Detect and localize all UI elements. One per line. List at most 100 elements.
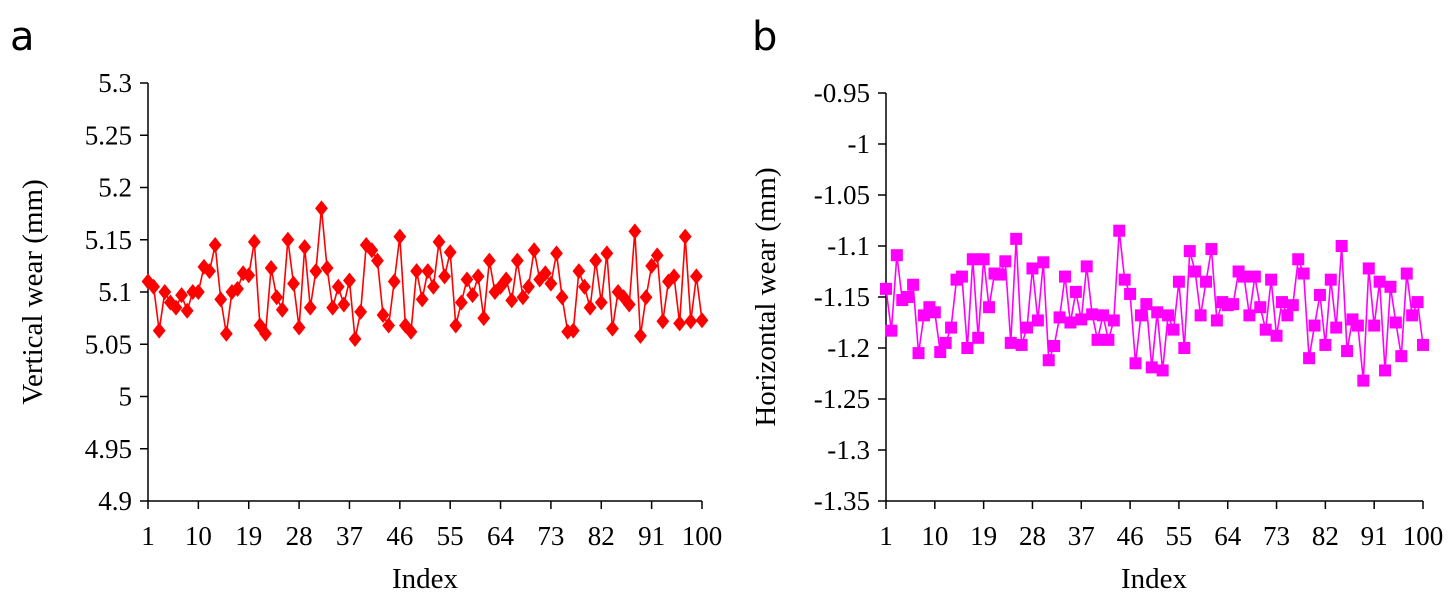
data-point — [1319, 338, 1332, 351]
data-point — [180, 302, 194, 319]
data-point — [1026, 262, 1039, 275]
data-point — [287, 275, 300, 292]
x-tick-label: 55 — [1165, 521, 1192, 551]
data-point — [939, 336, 952, 349]
y-tick-label: 5.1 — [98, 277, 132, 307]
data-point — [1107, 314, 1120, 327]
data-point — [382, 317, 396, 334]
data-point — [1124, 287, 1137, 300]
data-point — [1238, 270, 1250, 283]
data-point — [343, 272, 356, 289]
y-tick-label: -1.05 — [814, 180, 870, 210]
data-point — [471, 268, 485, 285]
data-point — [348, 331, 362, 348]
data-point — [376, 306, 390, 323]
y-tick-label: -0.95 — [814, 78, 870, 108]
data-point — [527, 242, 541, 259]
data-point — [1362, 262, 1375, 275]
data-point — [1086, 308, 1099, 321]
data-point — [1162, 309, 1175, 322]
data-point — [628, 223, 642, 240]
y-tick-label: -1.1 — [827, 231, 870, 261]
data-point — [1275, 296, 1288, 309]
x-tick-label: 91 — [1361, 521, 1388, 551]
data-point — [421, 263, 435, 280]
data-point — [1324, 273, 1337, 286]
x-tick-label: 82 — [1312, 521, 1339, 551]
data-point — [1080, 260, 1093, 273]
data-point — [583, 299, 597, 316]
data-point — [1151, 306, 1164, 319]
x-axis-title: Index — [1121, 563, 1188, 595]
data-point — [1357, 374, 1370, 387]
x-tick-label: 19 — [970, 521, 997, 551]
data-point — [303, 299, 317, 316]
x-ticks: 1 10 19 28 37 46 55 64 73 82 91 100 — [141, 501, 722, 551]
data-point — [1406, 309, 1419, 322]
data-point — [1330, 321, 1343, 334]
x-axis-title: Index — [392, 563, 459, 595]
data-point — [387, 273, 401, 290]
data-point — [1145, 361, 1158, 374]
data-point — [1417, 338, 1429, 351]
data-point — [331, 278, 345, 295]
x-tick-label: 64 — [487, 521, 515, 551]
data-point — [555, 289, 569, 306]
data-point — [426, 278, 440, 295]
x-tick-label: 1 — [141, 521, 155, 551]
data-point — [225, 284, 239, 300]
panel-b-horizontal-wear: b -0.95 -1 -1.05 -1.1 -1.15 -1.2 -1.25 -1.3 -1.3… — [750, 14, 1443, 595]
panel-label-a: a — [10, 14, 35, 60]
x-tick-label: 100 — [682, 521, 723, 551]
data-point — [203, 263, 216, 280]
data-series — [141, 200, 709, 348]
data-point — [337, 296, 351, 313]
series-line — [147, 208, 703, 340]
data-point — [1308, 319, 1321, 332]
y-tick-label: 5.2 — [98, 173, 132, 203]
data-point — [1118, 273, 1131, 286]
data-point — [955, 270, 968, 283]
data-point — [993, 268, 1006, 281]
data-point — [231, 280, 244, 297]
data-point — [158, 284, 172, 300]
data-point — [885, 324, 898, 337]
x-tick-label: 28 — [286, 521, 313, 551]
y-tick-label: 5.05 — [85, 329, 132, 359]
data-point — [443, 244, 457, 261]
data-point — [214, 291, 228, 308]
x-tick-label: 19 — [235, 521, 262, 551]
data-point — [1259, 323, 1272, 336]
data-point — [1102, 333, 1115, 346]
data-point — [1243, 309, 1256, 322]
data-point — [934, 346, 947, 359]
data-point — [152, 322, 166, 339]
x-tick-label: 73 — [1263, 521, 1290, 551]
data-point — [1037, 256, 1050, 269]
y-tick-label: 5.3 — [98, 68, 132, 98]
data-point — [1373, 275, 1386, 288]
x-tick-label: 46 — [386, 521, 413, 551]
data-point — [961, 342, 974, 354]
series-line — [885, 230, 1424, 381]
data-point — [438, 268, 451, 285]
y-tick-label: 5.15 — [85, 225, 132, 255]
data-point — [208, 236, 222, 253]
data-point — [1004, 336, 1017, 349]
data-point — [510, 252, 524, 269]
data-point — [191, 284, 205, 300]
data-point — [247, 233, 261, 250]
data-point — [622, 296, 636, 313]
panel-label-b: b — [752, 14, 777, 60]
x-tick-label: 28 — [1019, 521, 1046, 551]
data-point — [354, 303, 368, 320]
data-point — [890, 249, 903, 262]
data-point — [499, 271, 513, 288]
data-point — [928, 306, 941, 319]
data-point — [259, 325, 272, 342]
x-tick-label: 82 — [588, 521, 615, 551]
y-ticks: -0.95 -1 -1.05 -1.1 -1.15 -1.2 -1.25 -1.3 -1.35 — [814, 78, 886, 516]
data-point — [522, 278, 535, 295]
x-ticks: 1 10 19 28 37 46 55 64 73 82 91 100 — [879, 501, 1443, 551]
